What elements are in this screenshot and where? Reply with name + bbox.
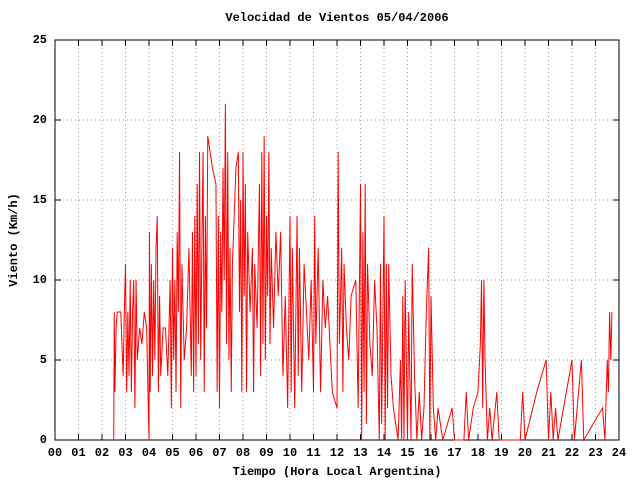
- x-tick-label: 03: [118, 446, 132, 460]
- x-tick-label: 19: [494, 446, 508, 460]
- y-tick-label: 15: [33, 193, 47, 207]
- x-tick-label: 10: [283, 446, 297, 460]
- x-tick-label: 08: [236, 446, 250, 460]
- x-tick-label: 13: [353, 446, 367, 460]
- x-tick-label: 11: [306, 446, 320, 460]
- x-tick-label: 02: [95, 446, 109, 460]
- wind-line: [113, 103, 613, 442]
- y-tick-label: 10: [33, 273, 47, 287]
- x-tick-label: 21: [541, 446, 555, 460]
- y-tick-label: 25: [33, 33, 47, 47]
- y-axis-label: Viento (Km/h): [7, 193, 21, 287]
- x-tick-label: 20: [518, 446, 532, 460]
- plot-border: [54, 39, 620, 441]
- x-tick-label: 18: [471, 446, 485, 460]
- y-tick-label: 5: [40, 353, 47, 367]
- x-tick-label: 04: [142, 446, 156, 460]
- x-tick-label: 01: [71, 446, 85, 460]
- x-tick-label: 14: [377, 446, 391, 460]
- x-tick-label: 07: [212, 446, 226, 460]
- x-tick-label: 05: [165, 446, 179, 460]
- x-tick-label: 09: [259, 446, 273, 460]
- y-tick-label: 20: [33, 113, 47, 127]
- y-tick-label: 0: [40, 433, 47, 447]
- x-tick-label: 16: [424, 446, 438, 460]
- x-tick-label: 22: [565, 446, 579, 460]
- x-tick-label: 06: [189, 446, 203, 460]
- x-axis-label: Tiempo (Hora Local Argentina): [233, 465, 442, 479]
- x-tick-label: 00: [48, 446, 62, 460]
- x-tick-label: 12: [330, 446, 344, 460]
- x-tick-label: 15: [400, 446, 414, 460]
- x-tick-label: 24: [612, 446, 626, 460]
- x-tick-label: 23: [588, 446, 602, 460]
- chart-title: Velocidad de Vientos 05/04/2006: [225, 11, 448, 25]
- x-tick-label: 17: [447, 446, 461, 460]
